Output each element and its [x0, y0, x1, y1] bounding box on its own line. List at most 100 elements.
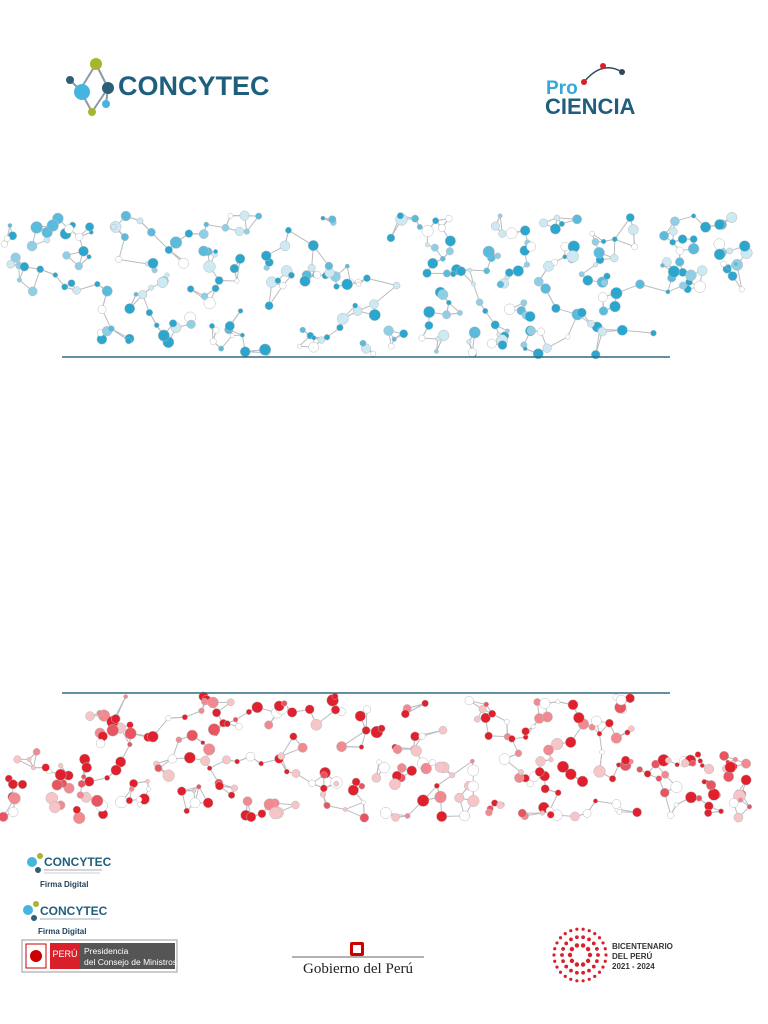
network-node	[336, 324, 344, 332]
network-node	[517, 808, 527, 818]
network-node	[73, 811, 86, 825]
network-node	[227, 213, 234, 219]
network-node	[457, 310, 463, 316]
network-node	[720, 260, 727, 268]
network-node	[264, 720, 274, 730]
sunburst-dot	[603, 947, 607, 951]
network-node	[541, 711, 553, 723]
network-node	[245, 708, 252, 715]
sunburst-dot	[587, 929, 591, 933]
network-node	[469, 758, 475, 764]
network-node	[624, 729, 631, 736]
network-node	[164, 245, 173, 254]
network-node	[19, 262, 30, 272]
network-node	[551, 737, 564, 751]
sunburst-dot	[585, 958, 591, 964]
sunburst-dot	[580, 962, 586, 967]
network-node	[603, 272, 611, 280]
network-node	[578, 271, 585, 278]
network-node	[505, 328, 510, 334]
sunburst-dot	[574, 943, 580, 948]
network-node	[232, 716, 239, 723]
network-node	[96, 709, 103, 717]
network-node	[297, 742, 308, 753]
sunburst-dot	[569, 958, 575, 964]
network-link	[639, 283, 669, 293]
network-node	[701, 779, 707, 785]
network-node	[703, 763, 715, 775]
network-node	[636, 766, 643, 773]
network-node	[576, 775, 589, 788]
network-node	[147, 257, 159, 269]
network-node	[274, 277, 282, 284]
network-node	[526, 326, 536, 336]
network-node	[281, 700, 288, 707]
network-node	[359, 339, 367, 347]
network-node	[230, 784, 239, 792]
network-band-bottom	[0, 691, 753, 825]
network-node	[368, 309, 381, 321]
network-node	[438, 223, 446, 232]
sunburst-dot	[574, 935, 579, 940]
network-node	[540, 283, 551, 294]
logo-text: CONCYTEC	[118, 71, 270, 101]
network-node	[115, 795, 128, 809]
network-node	[737, 797, 744, 803]
network-node	[120, 233, 129, 242]
network-node	[650, 329, 657, 337]
network-node	[539, 698, 551, 709]
network-node	[229, 333, 235, 339]
network-node	[369, 299, 379, 309]
network-node	[505, 227, 518, 240]
network-node	[675, 257, 685, 267]
network-node	[611, 236, 618, 242]
sunburst-dot	[569, 929, 573, 933]
network-node	[284, 768, 290, 775]
network-node	[615, 694, 627, 706]
network-node	[496, 280, 505, 289]
network-node	[291, 800, 300, 810]
network-node	[167, 754, 177, 764]
network-node	[445, 247, 454, 256]
network-node	[299, 275, 311, 287]
network-node	[72, 805, 81, 814]
sunburst-dot	[569, 937, 573, 942]
network-node	[354, 710, 366, 722]
network-node	[243, 228, 250, 235]
network-node	[449, 772, 456, 779]
network-node	[396, 212, 404, 220]
network-node	[593, 247, 605, 259]
network-node	[370, 350, 377, 357]
network-node	[446, 299, 452, 306]
network-node	[209, 323, 215, 329]
network-node	[128, 786, 135, 792]
network-node	[148, 284, 155, 291]
network-node	[681, 758, 690, 768]
network-node	[363, 274, 371, 282]
sunburst-dot	[575, 979, 579, 983]
bicentenario-text: BICENTENARIO	[612, 942, 673, 951]
network-node	[115, 256, 123, 263]
network-node	[377, 724, 386, 733]
network-node	[592, 798, 599, 804]
network-node	[201, 698, 209, 706]
sunburst-dot	[581, 970, 586, 975]
network-node	[420, 762, 432, 775]
network-node	[388, 342, 395, 350]
network-node	[454, 792, 465, 803]
network-node	[264, 301, 274, 311]
network-node	[164, 272, 170, 278]
sunburst-dot	[560, 953, 564, 957]
network-node	[389, 778, 401, 790]
network-node	[245, 751, 256, 762]
network-node	[739, 240, 751, 252]
network-node	[269, 806, 282, 820]
network-node	[524, 311, 536, 322]
network-node	[490, 221, 500, 231]
network-node	[410, 745, 422, 757]
network-node	[324, 261, 334, 271]
network-node	[391, 813, 400, 822]
network-node	[475, 298, 484, 307]
network-node	[428, 759, 436, 767]
